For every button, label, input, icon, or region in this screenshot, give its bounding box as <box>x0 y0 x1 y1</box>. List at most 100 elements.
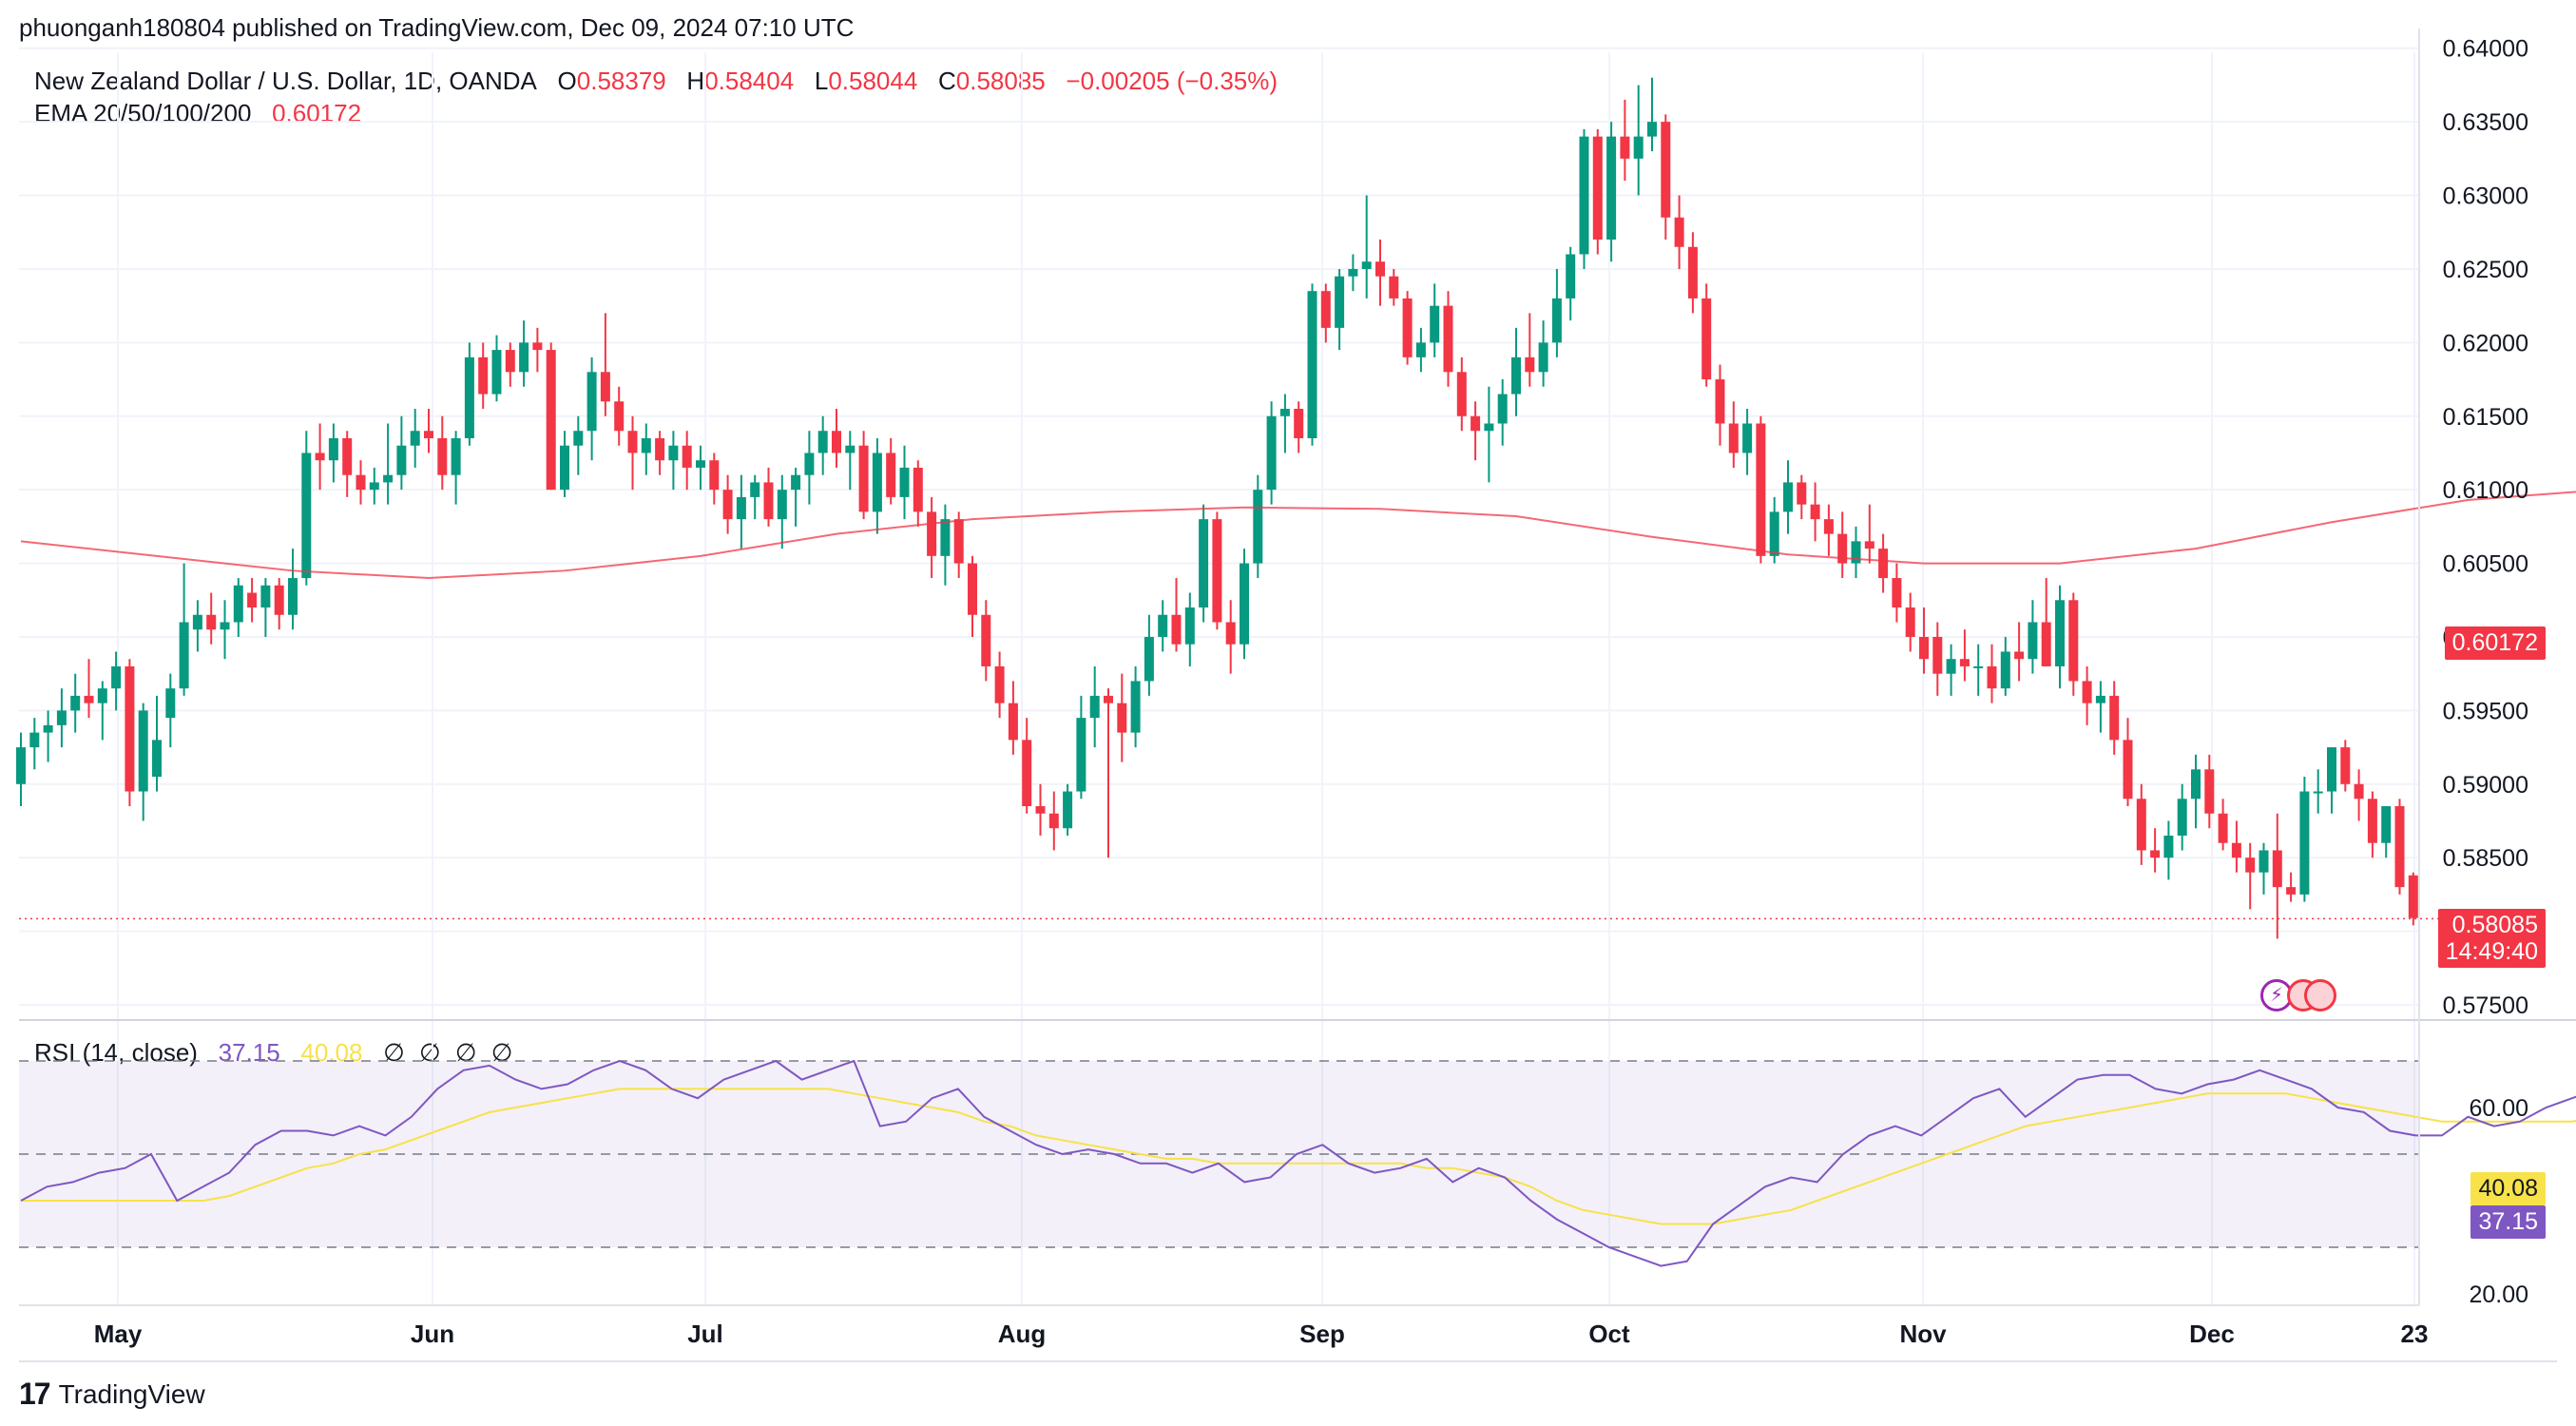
candle-body <box>2163 835 2174 858</box>
price-tick-label: 0.59000 <box>2443 772 2528 799</box>
candle-body <box>1742 423 1753 453</box>
candle-body <box>1633 136 1644 159</box>
candle-body <box>2150 850 2161 858</box>
candle-body <box>899 467 910 497</box>
change-value: −0.00205 (−0.35%) <box>1066 67 1278 95</box>
candle-body <box>16 747 26 784</box>
candle-body <box>2245 858 2256 873</box>
open-label: O <box>557 67 577 95</box>
high-label: H <box>686 67 705 95</box>
candle-body <box>1063 791 1073 829</box>
candle-body <box>97 688 107 703</box>
price-tick-label: 0.63500 <box>2443 109 2528 136</box>
candle-body <box>1973 665 1984 668</box>
candle-body <box>1415 342 1426 357</box>
candle-body <box>1171 614 1182 645</box>
candle-body <box>2259 850 2269 873</box>
candle-body <box>1864 541 1874 549</box>
candle-body <box>152 740 162 778</box>
candle-body <box>1797 482 1807 505</box>
symbol-legend: New Zealand Dollar / U.S. Dollar, 1D, OA… <box>34 67 1278 96</box>
candle-body <box>2272 850 2282 888</box>
rsi-legend[interactable]: RSI (14, close) 37.15 40.08 ∅ ∅ ∅ ∅ <box>34 1038 516 1068</box>
candle-body <box>179 622 189 689</box>
candle-body <box>1932 636 1943 674</box>
candle-body <box>247 592 258 608</box>
candle-body <box>437 437 448 475</box>
candle-body <box>2191 769 2201 800</box>
candle-body <box>1253 490 1263 564</box>
candle-body <box>546 350 556 491</box>
candle-body <box>968 563 977 615</box>
candle-body <box>220 622 230 630</box>
candle-body <box>736 496 746 520</box>
rsi-ma-badge: 40.08 <box>2470 1172 2546 1205</box>
candle-body <box>505 350 515 373</box>
candle-body <box>342 437 353 475</box>
publisher-header: phuonganh180804 published on TradingView… <box>19 13 855 42</box>
price-tick-label: 0.57500 <box>2443 992 2528 1019</box>
us-flag-icon-2[interactable] <box>2304 979 2336 1012</box>
rsi-tick-label: 20.00 <box>2469 1281 2528 1308</box>
candle-body <box>383 474 394 483</box>
candle-body <box>1117 703 1127 733</box>
candle-body <box>56 710 67 725</box>
tradingview-logo-icon: 17 <box>19 1377 51 1411</box>
candle-body <box>1715 379 1725 424</box>
candle-body <box>1728 423 1739 453</box>
candle-body <box>2028 622 2038 660</box>
candle-body <box>1240 563 1249 645</box>
tradingview-logo[interactable]: 17 TradingView <box>19 1377 205 1412</box>
candle-body <box>1443 305 1453 373</box>
candle-body <box>315 453 325 461</box>
price-tick-label: 0.58500 <box>2443 845 2528 872</box>
candle-body <box>491 350 502 395</box>
candle-body <box>519 342 529 373</box>
candle-body <box>2082 681 2092 703</box>
candle-body <box>2299 791 2310 895</box>
candle-body <box>560 445 569 491</box>
candle-body <box>2218 813 2228 843</box>
candle-body <box>478 356 489 395</box>
candle-body <box>2327 747 2336 792</box>
candle-body <box>1348 268 1358 277</box>
price-tick-label: 0.63000 <box>2443 183 2528 210</box>
candle-body <box>600 372 610 402</box>
candle-body <box>2177 799 2187 836</box>
candle-body <box>1225 622 1236 645</box>
candle-body <box>206 614 217 630</box>
candle-body <box>532 342 543 351</box>
candle-body <box>641 437 651 453</box>
candle-body <box>1076 718 1086 792</box>
time-tick-label: Sep <box>1299 1320 1345 1348</box>
candle-body <box>953 519 964 564</box>
candle-body <box>2313 791 2323 794</box>
candle-body <box>464 356 474 438</box>
candle-body <box>1592 136 1603 240</box>
candle-body <box>1687 246 1698 299</box>
candle-body <box>301 453 312 579</box>
candle-body <box>655 437 665 461</box>
candle-body <box>1661 122 1671 218</box>
price-tick-label: 0.62000 <box>2443 330 2528 356</box>
candle-body <box>2231 842 2241 858</box>
candle-body <box>1456 372 1467 416</box>
rsi-badge: 37.15 <box>2470 1205 2546 1239</box>
candle-body <box>1851 541 1861 564</box>
candle-body <box>29 732 40 748</box>
candle-body <box>1620 136 1630 159</box>
candle-body <box>1212 519 1222 623</box>
candle-body <box>43 724 53 733</box>
candle-body <box>1144 636 1154 682</box>
candle-body <box>396 445 407 475</box>
candle-body <box>1199 519 1209 608</box>
candle-body <box>1471 415 1481 432</box>
candle-body <box>2055 600 2065 666</box>
candle-body <box>817 431 828 453</box>
candle-body <box>165 688 176 719</box>
candle-body <box>1525 356 1535 373</box>
candle-body <box>192 614 202 630</box>
candle-body <box>1756 423 1766 556</box>
candle-body <box>2204 769 2215 814</box>
